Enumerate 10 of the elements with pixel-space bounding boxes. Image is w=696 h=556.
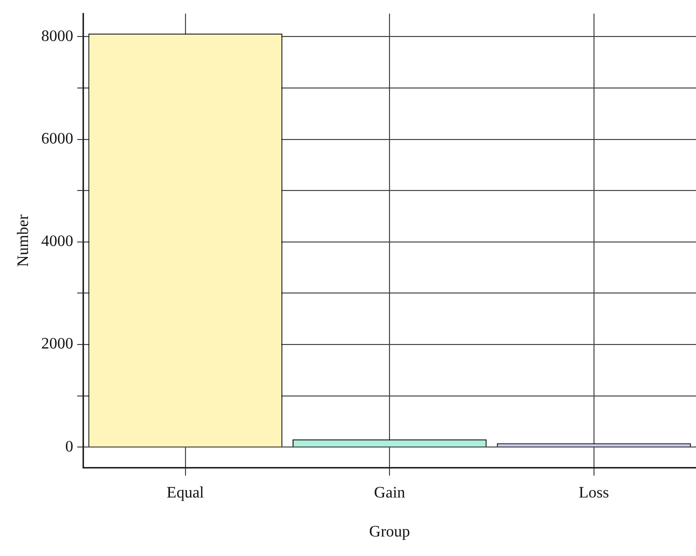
y-tick-label: 4000 [41,233,74,250]
x-tick-label: Equal [166,484,205,502]
y-tick-label: 6000 [41,130,74,148]
y-axis-title: Number [14,214,32,267]
y-tick-label: 8000 [41,28,74,45]
x-tick-label: Loss [578,484,609,502]
x-axis-title: Group [369,524,410,541]
y-tick-label: 2000 [41,336,74,353]
x-tick-label: Gain [374,484,406,502]
y-tick-label: 0 [65,438,74,456]
